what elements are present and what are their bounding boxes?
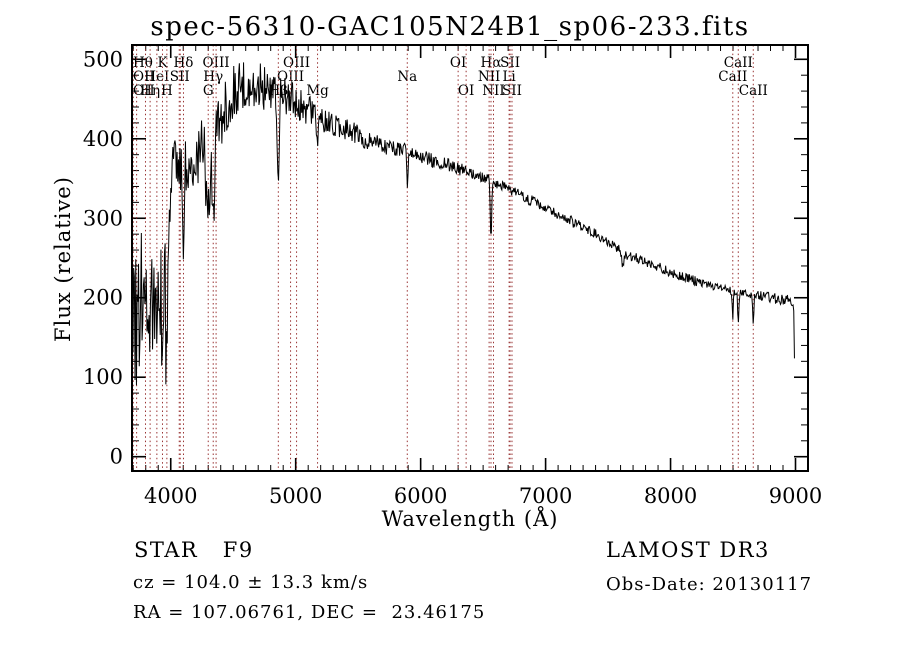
y-tick-label: 400 [83, 127, 123, 151]
x-tick-label: 7000 [519, 484, 572, 508]
x-axis-label: Wavelength (Å) [381, 507, 559, 531]
object-class-text: STAR F9 [134, 538, 254, 562]
spectral-line-label: OII [133, 69, 155, 85]
x-tick-label: 9000 [769, 484, 822, 508]
y-tick-label: 0 [110, 445, 123, 469]
x-tick-label: 8000 [644, 484, 697, 508]
spectral-line-label: Hη [140, 83, 160, 99]
spectral-line-label: OIII [277, 69, 304, 85]
spectral-line-label: NII [482, 83, 504, 99]
spectral-line-label: Na [397, 69, 417, 85]
spectral-line-label: SII [170, 69, 190, 85]
y-tick-label: 200 [83, 286, 123, 310]
y-tick-label: 300 [83, 206, 123, 230]
axis-tick-labels: 4000 5000 6000 7000 8000 9000 0 100 200 300 400 500 [83, 47, 822, 508]
spectral-line-label: CaII [739, 83, 768, 99]
x-tick-label: 5000 [269, 484, 322, 508]
spectral-line-label: OI [458, 83, 474, 99]
ra-dec-text: RA = 107.06761, DEC = 23.46175 [133, 602, 486, 623]
x-tick-label: 4000 [144, 484, 197, 508]
spectral-line-label: H [161, 83, 173, 99]
spectrum-trace [132, 62, 795, 386]
spectral-line-label: Li [502, 69, 516, 85]
plot-frame [131, 44, 809, 472]
spectral-line-labels: HθKHδOIIIOIIIOIHαSIICaIIOIIHeISIIHγOIIIN… [133, 55, 768, 99]
obs-date-text: Obs-Date: 20130117 [606, 574, 813, 595]
spectral-line-label: NII [478, 69, 500, 85]
x-tick-label: 6000 [394, 484, 447, 508]
spectral-line-label: CaII [718, 69, 747, 85]
spectral-line-label: SII [502, 83, 522, 99]
spectral-line-label: OII [133, 83, 155, 99]
spectral-line-label: Hγ [203, 69, 223, 85]
spectral-line-label: Mg [306, 83, 329, 99]
spectral-line-label: G [203, 83, 214, 99]
plot-title: spec-56310-GAC105N24B1_sp06-233.fits [150, 12, 750, 42]
spectral-line-label: Hθ [133, 55, 153, 71]
survey-release-text: LAMOST DR3 [606, 538, 770, 562]
spectral-line-label: HeI [144, 69, 169, 85]
spectrum-path [132, 62, 795, 386]
y-tick-label: 100 [83, 365, 123, 389]
y-tick-label: 500 [83, 47, 123, 71]
cz-velocity-text: cz = 104.0 ± 13.3 km/s [133, 572, 369, 593]
axis-ticks [132, 45, 809, 471]
